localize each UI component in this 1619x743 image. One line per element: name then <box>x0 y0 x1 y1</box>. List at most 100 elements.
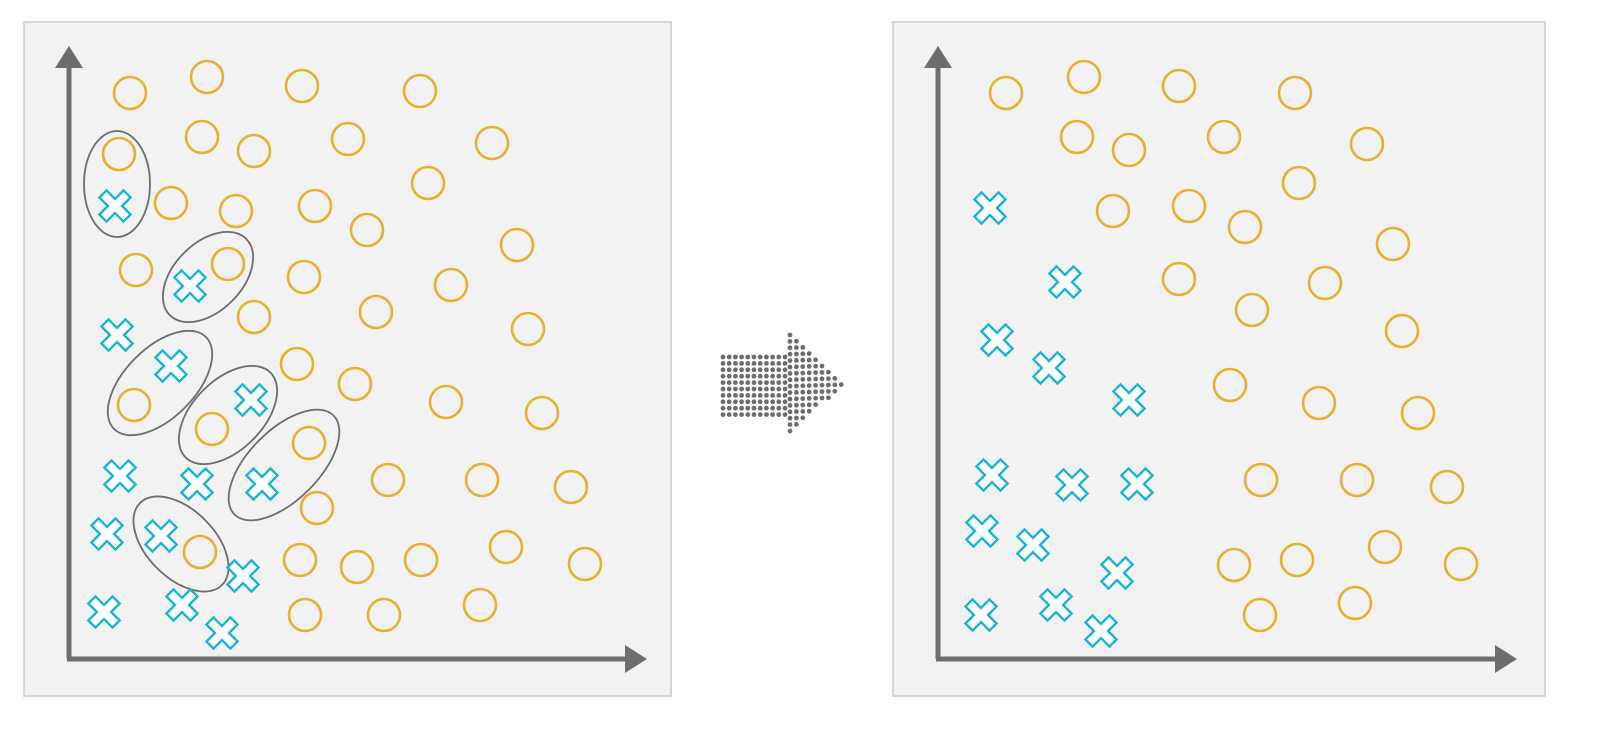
circle-marker-icon <box>1206 119 1242 155</box>
circle-marker-icon <box>184 119 220 155</box>
circle-marker-icon <box>112 75 148 111</box>
cross-marker-icon <box>974 457 1010 493</box>
circle-marker-icon <box>118 252 154 288</box>
circle-marker-icon <box>282 542 318 578</box>
circle-marker-icon <box>287 597 323 633</box>
circle-marker-icon <box>1307 265 1343 301</box>
circle-marker-icon <box>499 227 535 263</box>
circle-marker-icon <box>474 125 510 161</box>
cross-marker-icon <box>179 466 215 502</box>
circle-marker-icon <box>218 193 254 229</box>
circle-marker-icon <box>1367 529 1403 565</box>
circle-marker-icon <box>433 267 469 303</box>
circle-marker-icon <box>1234 292 1270 328</box>
cross-marker-icon <box>89 516 125 552</box>
circle-marker-icon <box>1400 395 1436 431</box>
circle-marker-icon <box>488 529 524 565</box>
circle-marker-icon <box>402 73 438 109</box>
circle-marker-icon <box>1111 132 1147 168</box>
circle-marker-icon <box>286 259 322 295</box>
circle-marker-icon <box>153 185 189 221</box>
circle-marker-icon <box>339 549 375 585</box>
y-axis-arrowhead-icon <box>55 46 83 68</box>
circle-marker-icon <box>464 462 500 498</box>
tomek-link-ellipse <box>106 329 214 437</box>
circle-marker-icon <box>988 75 1024 111</box>
circle-marker-icon <box>410 165 446 201</box>
before-panel <box>23 21 672 697</box>
cross-marker-icon <box>1119 466 1155 502</box>
circle-marker-icon <box>1161 68 1197 104</box>
cross-marker-icon <box>233 382 269 418</box>
circle-marker-icon <box>194 411 230 447</box>
circle-marker-icon <box>1212 367 1248 403</box>
cross-marker-icon <box>86 594 122 630</box>
circle-marker-icon <box>1337 585 1373 621</box>
cross-marker-icon <box>1083 613 1119 649</box>
circle-marker-icon <box>236 133 272 169</box>
circle-marker-icon <box>116 387 152 423</box>
tomek-link-ellipse <box>177 364 279 466</box>
circle-marker-icon <box>370 462 406 498</box>
circle-marker-icon <box>1301 385 1337 421</box>
circle-marker-icon <box>1227 209 1263 245</box>
dotted-arrow-icon <box>720 332 844 434</box>
cross-marker-icon <box>143 518 179 554</box>
circle-marker-icon <box>1059 119 1095 155</box>
cross-marker-icon <box>172 268 208 304</box>
circle-marker-icon <box>1216 547 1252 583</box>
circle-marker-icon <box>1349 126 1385 162</box>
tomek-link-ellipse <box>132 495 230 593</box>
circle-marker-icon <box>1384 313 1420 349</box>
cross-marker-icon <box>964 513 1000 549</box>
circle-marker-icon <box>1277 75 1313 111</box>
cross-marker-icon <box>1038 587 1074 623</box>
circle-marker-icon <box>510 311 546 347</box>
circle-marker-icon <box>1339 462 1375 498</box>
cross-marker-icon <box>1015 527 1051 563</box>
x-axis-arrowhead-icon <box>625 645 647 673</box>
cross-marker-icon <box>244 466 280 502</box>
circle-marker-icon <box>337 366 373 402</box>
circle-marker-icon <box>101 136 137 172</box>
circle-marker-icon <box>1243 462 1279 498</box>
circle-marker-icon <box>1429 469 1465 505</box>
circle-marker-icon <box>462 587 498 623</box>
cross-marker-icon <box>164 587 200 623</box>
cross-marker-icon <box>225 558 261 594</box>
panel-background <box>892 21 1546 697</box>
circle-marker-icon <box>524 395 560 431</box>
tomek-link-ellipse <box>227 408 341 522</box>
circle-marker-icon <box>567 546 603 582</box>
circle-marker-icon <box>297 188 333 224</box>
circle-marker-icon <box>428 384 464 420</box>
circle-marker-icon <box>1161 261 1197 297</box>
cross-marker-icon <box>153 348 189 384</box>
circle-marker-icon <box>1066 59 1102 95</box>
cross-marker-icon <box>1047 264 1083 300</box>
cross-marker-icon <box>99 317 135 353</box>
panel-background <box>23 21 672 697</box>
x-axis-arrowhead-icon <box>1495 645 1517 673</box>
circle-marker-icon <box>236 299 272 335</box>
circle-marker-icon <box>349 212 385 248</box>
circle-marker-icon <box>284 68 320 104</box>
circle-marker-icon <box>403 542 439 578</box>
after-panel <box>892 21 1546 697</box>
circle-marker-icon <box>291 425 327 461</box>
circle-marker-icon <box>1279 542 1315 578</box>
circle-marker-icon <box>1375 226 1411 262</box>
circle-marker-icon <box>299 490 335 526</box>
cross-marker-icon <box>1099 555 1135 591</box>
circle-marker-icon <box>553 469 589 505</box>
circle-marker-icon <box>189 59 225 95</box>
tomek-link-ellipse <box>83 130 151 238</box>
cross-marker-icon <box>97 188 133 224</box>
circle-marker-icon <box>330 121 366 157</box>
circle-marker-icon <box>1095 193 1131 229</box>
cross-marker-icon <box>204 615 240 651</box>
cross-marker-icon <box>102 458 138 494</box>
circle-marker-icon <box>358 294 394 330</box>
circle-marker-icon <box>210 246 246 282</box>
